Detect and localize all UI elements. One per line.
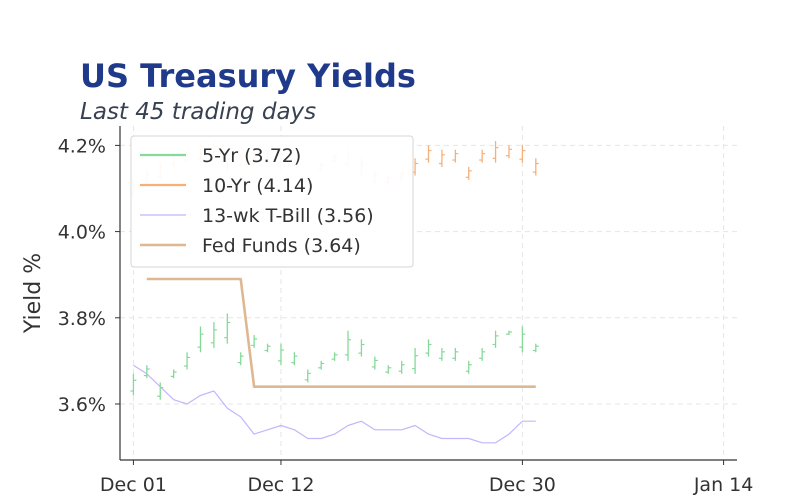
tbill-line [133, 364, 536, 444]
y-tick-label: 3.8% [58, 308, 106, 330]
legend-label: Fed Funds (3.64) [202, 235, 361, 257]
y-axis-label: Yield % [21, 253, 46, 334]
y-tick-labels: 3.6% 3.8% 4.0% 4.2% [58, 135, 120, 416]
x-tick-label: Dec 12 [247, 474, 314, 496]
x-tick-label: Dec 30 [489, 474, 556, 496]
x-tick-label: Jan 14 [693, 474, 754, 496]
legend-label: 5-Yr (3.72) [202, 145, 301, 167]
legend-label: 13-wk T-Bill (3.56) [202, 205, 374, 227]
legend: 5-Yr (3.72) 10-Yr (4.14) 13-wk T-Bill (3.5… [130, 135, 414, 268]
chart-subtitle: Last 45 trading days [80, 99, 316, 125]
y-tick-label: 3.6% [58, 394, 106, 416]
y-tick-label: 4.0% [58, 222, 106, 244]
chart-title: US Treasury Yields [80, 57, 416, 95]
fed-funds-line [146, 277, 536, 389]
x-tick-labels: Dec 01 Dec 12 Dec 30 Jan 14 [100, 460, 753, 496]
legend-box [130, 135, 414, 268]
legend-label: 10-Yr (4.14) [202, 175, 313, 197]
y-tick-label: 4.2% [58, 135, 106, 157]
x-tick-label: Dec 01 [100, 474, 167, 496]
five-yr-bars [130, 313, 539, 400]
